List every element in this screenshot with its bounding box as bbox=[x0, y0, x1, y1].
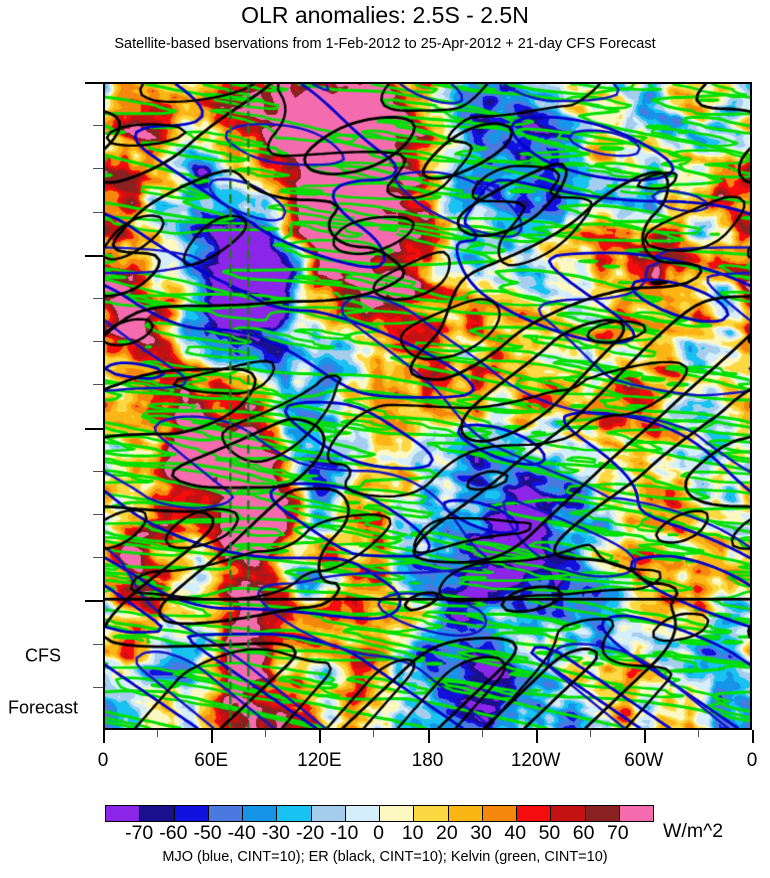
colorbar-tick-label: -50 bbox=[193, 822, 222, 844]
colorbar-swatch bbox=[106, 806, 141, 821]
x-tick-major bbox=[103, 730, 105, 743]
x-tick-minor bbox=[697, 730, 699, 737]
colorbar-tick-label: 50 bbox=[538, 822, 561, 844]
y-tick-minor bbox=[93, 384, 103, 386]
colorbar-swatch bbox=[174, 806, 209, 821]
colorbar-swatch bbox=[585, 806, 620, 821]
colorbar-tick-label: 40 bbox=[504, 822, 527, 844]
colorbar-tick-label: 10 bbox=[401, 822, 424, 844]
x-tick-major bbox=[752, 730, 754, 743]
x-tick-minor bbox=[265, 730, 267, 737]
x-tick-major bbox=[427, 730, 430, 743]
y-tick-minor bbox=[93, 125, 103, 127]
plot-frame bbox=[103, 82, 752, 730]
colorbar-swatch bbox=[517, 806, 552, 821]
colorbar-swatch bbox=[551, 806, 586, 821]
colorbar bbox=[105, 805, 654, 822]
x-tick-major bbox=[643, 730, 646, 743]
cfs-forecast-note-line1: CFS bbox=[25, 645, 61, 666]
x-axis-label: 60E bbox=[194, 750, 229, 771]
colorbar-tick-label: 0 bbox=[373, 822, 384, 844]
overlay-legend-caption: MJO (blue, CINT=10); ER (black, CINT=10)… bbox=[162, 849, 608, 865]
y-tick-minor bbox=[93, 557, 103, 559]
x-axis-label: 120W bbox=[510, 750, 561, 771]
colorbar-swatch bbox=[277, 806, 312, 821]
colorbar-swatch bbox=[414, 806, 449, 821]
colorbar-tick-label: -20 bbox=[296, 822, 325, 844]
colorbar-tick-labels: -70 -60 -50 -40 -30 -20 -10 0 10 20 30 40 50 60 70 bbox=[105, 822, 652, 846]
y-tick-minor bbox=[93, 643, 103, 645]
colorbar-tick-label: -40 bbox=[227, 822, 256, 844]
colorbar-swatch bbox=[243, 806, 278, 821]
y-tick-minor bbox=[93, 168, 103, 170]
y-tick-major bbox=[85, 254, 103, 257]
x-tick-major bbox=[211, 730, 214, 743]
y-tick-minor bbox=[93, 470, 103, 472]
y-tick-major bbox=[85, 600, 103, 603]
colorbar-tick-label: -30 bbox=[261, 822, 291, 844]
y-tick-minor bbox=[93, 514, 103, 515]
x-tick-major bbox=[319, 730, 322, 743]
y-tick-major bbox=[85, 427, 103, 430]
y-tick-major bbox=[85, 82, 103, 84]
x-axis-label: 120E bbox=[297, 750, 342, 771]
colorbar-swatch bbox=[208, 806, 243, 821]
x-tick-minor bbox=[373, 730, 375, 737]
x-axis-label: 180 bbox=[411, 750, 444, 771]
y-tick-minor bbox=[93, 298, 103, 299]
colorbar-swatch bbox=[482, 806, 517, 821]
colorbar-tick-label: 60 bbox=[572, 822, 595, 844]
colorbar-swatch bbox=[448, 806, 483, 821]
colorbar-tick-label: -70 bbox=[125, 822, 154, 844]
x-tick-major bbox=[535, 730, 538, 743]
colorbar-tick-label: 30 bbox=[470, 822, 492, 844]
x-axis-label: 0 bbox=[97, 750, 109, 771]
x-tick-minor bbox=[589, 730, 591, 737]
colorbar-tick-label: 20 bbox=[436, 822, 458, 844]
x-axis-label: 60W bbox=[624, 750, 664, 771]
colorbar-tick-label: 70 bbox=[606, 822, 629, 844]
colorbar-swatch bbox=[345, 806, 380, 821]
colorbar-tick-label: -60 bbox=[159, 822, 188, 844]
colorbar-unit-label: W/m^2 bbox=[663, 820, 724, 842]
x-axis-label: 0 bbox=[746, 750, 758, 771]
wave-contour-overlay bbox=[105, 84, 750, 728]
page-title: OLR anomalies: 2.5S - 2.5N bbox=[241, 2, 529, 28]
x-tick-minor bbox=[481, 730, 483, 737]
colorbar-tick-label: -10 bbox=[330, 822, 359, 844]
x-tick-minor bbox=[157, 730, 159, 737]
y-tick-minor bbox=[93, 686, 103, 688]
cfs-forecast-note-line2: Forecast bbox=[7, 697, 79, 718]
y-tick-minor bbox=[93, 341, 103, 343]
page-subtitle: Satellite-based bservations from 1-Feb-2… bbox=[114, 36, 656, 52]
colorbar-swatch bbox=[619, 806, 653, 821]
y-tick-minor bbox=[93, 211, 103, 213]
colorbar-swatch bbox=[140, 806, 175, 821]
hovmoller-plot[interactable]: 1-Feb29-Feb28-Mar25-AprCFSForecast 060E1… bbox=[8, 82, 757, 771]
colorbar-swatch bbox=[311, 806, 346, 821]
colorbar-swatch bbox=[380, 806, 415, 821]
